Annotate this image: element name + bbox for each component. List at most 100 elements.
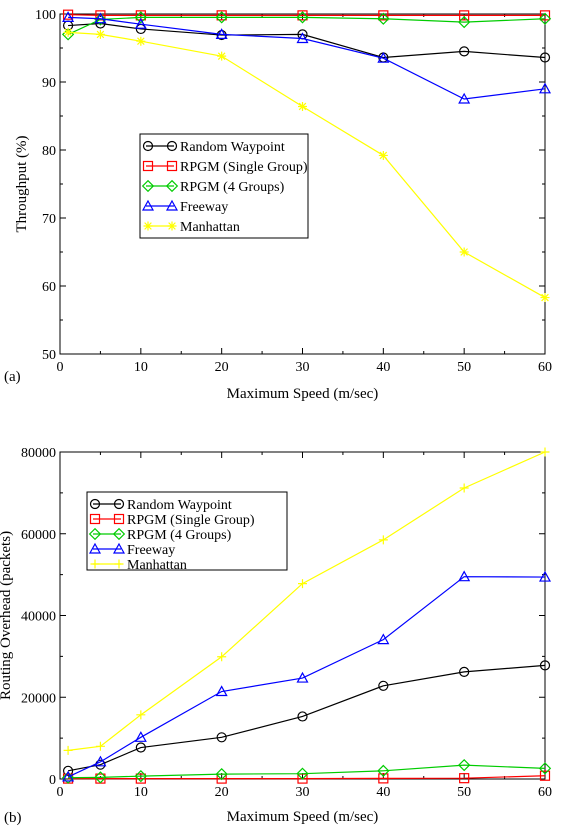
data-point	[94, 12, 107, 24]
legend-label: Manhattan	[127, 558, 187, 573]
x-tick-label: 20	[215, 785, 229, 800]
series-line	[68, 16, 546, 100]
data-point	[458, 758, 471, 772]
y-axis-label: Routing Overhead (packets)	[0, 531, 14, 700]
data-point	[62, 9, 74, 20]
data-point	[297, 10, 308, 21]
data-point	[378, 150, 388, 160]
chart-panel-b: 0 10 20 30 40 50 60 0 20000 40000 60000 80000 Maximu…	[0, 446, 552, 826]
data-point	[378, 773, 389, 784]
legend-entry: RPGM (4 Groups)	[88, 527, 232, 543]
data-point	[134, 731, 147, 742]
x-tick-label: 40	[376, 360, 390, 375]
series-line	[68, 14, 545, 16]
x-tick-label: 60	[538, 785, 552, 800]
legend-entry: Random Waypoint	[142, 140, 285, 155]
data-point	[377, 633, 390, 645]
data-point	[297, 711, 308, 722]
series-rpgm-single-group	[62, 9, 551, 21]
legend-label: RPGM (4 Groups)	[127, 528, 232, 543]
x-tick-label: 10	[134, 360, 148, 375]
data-point	[540, 447, 550, 457]
series-freeway	[62, 11, 552, 104]
data-point	[539, 10, 551, 21]
y-tick-label: 80000	[21, 446, 56, 461]
x-tick-label: 30	[296, 785, 310, 800]
legend-label: RPGM (Single Group)	[180, 160, 308, 175]
legend-entry: Freeway	[141, 199, 228, 215]
y-tick-label: 80	[42, 144, 56, 159]
legend-marker-left	[141, 179, 155, 193]
series-line	[68, 775, 546, 780]
data-point	[136, 36, 146, 46]
y-tick-label: 90	[42, 76, 56, 91]
legend-entry: RPGM (Single Group)	[89, 513, 255, 528]
data-point	[217, 51, 227, 61]
legend-marker-right	[112, 542, 126, 554]
data-point	[458, 16, 471, 29]
data-point	[136, 710, 146, 720]
data-point	[378, 10, 389, 21]
x-tick-label: 0	[57, 785, 64, 800]
y-tick-label: 60	[42, 280, 56, 295]
legend-marker-left	[142, 160, 154, 172]
data-point	[217, 652, 227, 662]
data-point	[296, 32, 309, 44]
legend-label: Manhattan	[180, 220, 240, 235]
data-point	[539, 52, 551, 63]
x-tick-label: 50	[457, 360, 471, 375]
legend-label: Freeway	[127, 543, 175, 558]
x-tick-label: 50	[457, 785, 471, 800]
legend-label: Random Waypoint	[180, 140, 285, 155]
legend-label: RPGM (4 Groups)	[180, 180, 285, 195]
legend-marker-left	[88, 527, 102, 541]
legend-marker-right	[113, 513, 125, 525]
data-point	[95, 29, 105, 39]
data-point	[134, 769, 147, 783]
data-point	[539, 660, 551, 671]
legend-marker-right	[165, 179, 179, 193]
data-point	[459, 666, 470, 678]
data-point	[215, 767, 228, 781]
data-point	[459, 483, 469, 493]
data-point	[459, 46, 470, 57]
series-random-waypoint	[62, 18, 551, 63]
y-tick-label: 0	[49, 773, 56, 788]
x-tick-label: 10	[134, 785, 148, 800]
legend-marker-right	[167, 221, 177, 231]
legend-marker-left	[89, 498, 101, 510]
x-tick-label: 60	[538, 360, 552, 375]
chart-panel-a: 0 10 20 30 40 50 60 50 60 70 80 90 100 Maximum Speed …	[4, 8, 552, 402]
legend-marker-right	[165, 199, 179, 211]
data-point	[134, 17, 147, 29]
series-freeway	[62, 570, 552, 782]
data-point	[216, 10, 227, 21]
data-point	[135, 773, 146, 784]
y-tick-label: 50	[42, 348, 56, 363]
data-point	[134, 11, 147, 24]
x-axis-label: Maximum Speed (m/sec)	[227, 386, 379, 402]
legend-box	[86, 491, 288, 571]
data-point	[538, 570, 552, 582]
data-point	[215, 11, 228, 24]
data-point	[378, 535, 388, 545]
data-point	[94, 771, 107, 784]
data-point	[459, 773, 470, 784]
legend-entry: Random Waypoint	[89, 498, 232, 513]
legend: Random Waypoint RPGM (Single Group) RPGM (…	[139, 133, 309, 239]
series-manhattan	[63, 27, 550, 303]
series-line	[68, 764, 546, 779]
y-tick-label: 40000	[21, 610, 56, 625]
data-point	[296, 11, 309, 24]
data-point	[458, 570, 471, 582]
data-point	[61, 771, 75, 784]
series-manhattan	[63, 447, 550, 755]
legend-marker-left	[142, 140, 154, 152]
y-tick-label: 20000	[21, 691, 56, 706]
data-point	[62, 770, 75, 782]
y-tick-label: 60000	[21, 528, 56, 543]
legend-entry: Freeway	[88, 542, 175, 558]
data-point	[378, 680, 389, 691]
legend-marker-left	[143, 221, 153, 231]
